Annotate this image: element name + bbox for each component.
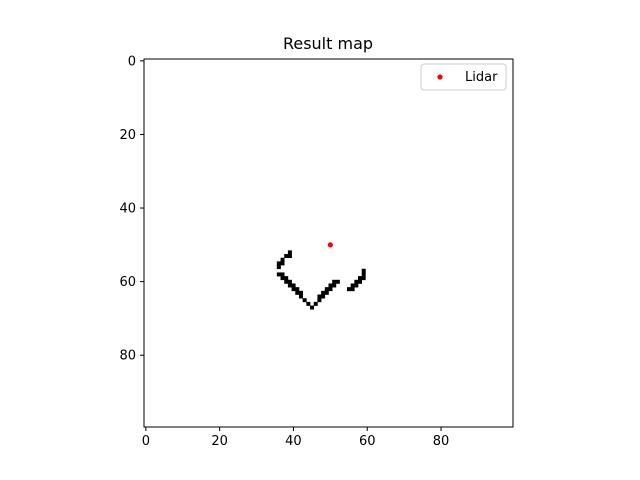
occupied-cell <box>346 287 351 292</box>
occupied-cell <box>298 294 303 299</box>
occupied-cell <box>276 261 281 266</box>
occupied-cell <box>302 298 307 303</box>
legend-label-lidar: Lidar <box>465 70 498 85</box>
map-background <box>144 59 513 427</box>
y-axis: 0 20 40 60 80 <box>119 54 144 364</box>
occupied-cell <box>350 283 355 288</box>
y-tick-label: 20 <box>119 128 136 143</box>
plot-frame <box>143 58 514 428</box>
occupied-cell <box>332 283 337 288</box>
occupied-cell <box>284 276 289 281</box>
x-axis: 0 20 40 60 80 <box>142 427 450 449</box>
occupied-cell <box>291 283 296 288</box>
occupied-cell <box>358 276 363 281</box>
occupied-cells <box>276 250 366 310</box>
x-tick-label: 0 <box>142 434 150 449</box>
occupied-cell <box>306 301 311 306</box>
y-tick-label: 40 <box>119 202 136 217</box>
occupied-cell <box>321 294 326 299</box>
legend-marker-lidar <box>437 74 443 80</box>
occupied-cell <box>358 279 363 284</box>
occupied-cell <box>354 279 359 284</box>
occupied-cell <box>298 290 303 295</box>
occupied-cell <box>276 265 281 270</box>
occupied-cell <box>324 287 329 292</box>
x-tick-label: 40 <box>285 434 302 449</box>
occupied-cell <box>280 261 285 266</box>
chart-title: Result map <box>283 34 373 53</box>
occupied-cell <box>280 272 285 277</box>
occupied-cell <box>287 279 292 284</box>
occupied-cell <box>280 276 285 281</box>
x-tick-label: 60 <box>359 434 376 449</box>
occupied-cell <box>361 276 366 281</box>
legend: Lidar <box>420 63 507 91</box>
occupied-cell <box>328 283 333 288</box>
occupied-cell <box>287 254 292 259</box>
occupied-cell <box>321 290 326 295</box>
occupied-cell <box>284 254 289 259</box>
legend-frame <box>420 63 507 91</box>
occupied-cell <box>361 268 366 273</box>
occupied-cell <box>335 279 340 284</box>
occupied-cell <box>291 287 296 292</box>
occupied-cell <box>317 294 322 299</box>
y-tick-label: 80 <box>119 349 136 364</box>
occupied-cell <box>324 290 329 295</box>
x-tick-label: 80 <box>433 434 450 449</box>
occupied-cell <box>354 283 359 288</box>
occupied-cell <box>284 279 289 284</box>
occupied-cell <box>310 305 315 310</box>
occupied-cell <box>317 298 322 303</box>
occupied-cell <box>313 301 318 306</box>
occupied-cell <box>350 287 355 292</box>
occupied-cell <box>295 290 300 295</box>
occupied-cell <box>280 257 285 262</box>
y-tick-label: 0 <box>128 54 136 69</box>
y-tick-label: 60 <box>119 275 136 290</box>
occupied-cell <box>332 279 337 284</box>
occupied-cell <box>287 283 292 288</box>
x-tick-label: 20 <box>211 434 228 449</box>
plot-area <box>143 58 514 428</box>
occupied-cell <box>295 287 300 292</box>
occupied-cell <box>361 272 366 277</box>
lidar-point <box>327 242 333 248</box>
occupied-cell <box>276 272 281 277</box>
occupied-cell <box>328 287 333 292</box>
occupied-cell <box>287 250 292 255</box>
